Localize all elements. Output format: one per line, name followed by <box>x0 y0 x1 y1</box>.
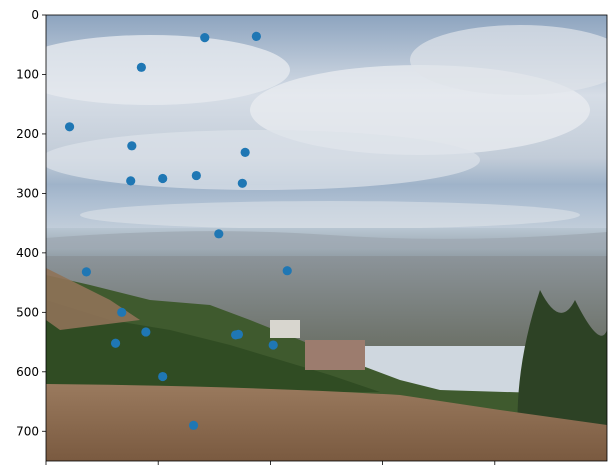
scatter-point <box>191 170 201 181</box>
x-tick-label: 200 <box>147 467 170 469</box>
x-tick-label: 0 <box>42 467 50 469</box>
scatter-point <box>188 420 199 430</box>
scatter-point <box>158 371 168 382</box>
x-axis: 0 200 400 600 800 <box>42 461 506 469</box>
scatter-point <box>136 62 146 72</box>
y-tick-label: 700 <box>16 424 39 438</box>
scatter-point <box>214 229 224 239</box>
y-tick-label: 500 <box>16 305 39 319</box>
y-axis: 0 100 200 300 400 500 600 700 <box>16 8 46 438</box>
background-photo <box>46 15 607 461</box>
scatter-point <box>233 329 244 339</box>
scatter-point <box>237 178 247 188</box>
scatter-point <box>200 32 210 43</box>
scatter-point <box>81 267 91 277</box>
y-tick-label: 600 <box>16 365 39 379</box>
scatter-point <box>127 141 137 151</box>
y-tick-label: 400 <box>16 246 39 260</box>
scatter-point <box>158 173 168 184</box>
points-layer <box>64 31 292 430</box>
y-tick-label: 200 <box>16 127 39 141</box>
x-tick-label: 800 <box>483 467 506 469</box>
y-tick-label: 300 <box>16 186 39 200</box>
scatter-point <box>110 338 121 348</box>
y-tick-label: 100 <box>16 67 39 81</box>
scatter-point <box>117 307 127 317</box>
scatter-point <box>251 31 261 42</box>
plot-frame <box>45 14 608 462</box>
scatter-point <box>268 340 278 350</box>
y-tick-label: 0 <box>31 8 39 22</box>
x-tick-label: 600 <box>371 467 394 469</box>
scatter-point <box>126 176 136 186</box>
scatter-point <box>282 266 292 276</box>
x-tick-label: 400 <box>259 467 282 469</box>
scatter-point <box>64 122 75 132</box>
scatter-point <box>141 327 151 337</box>
scatter-point <box>240 147 250 157</box>
